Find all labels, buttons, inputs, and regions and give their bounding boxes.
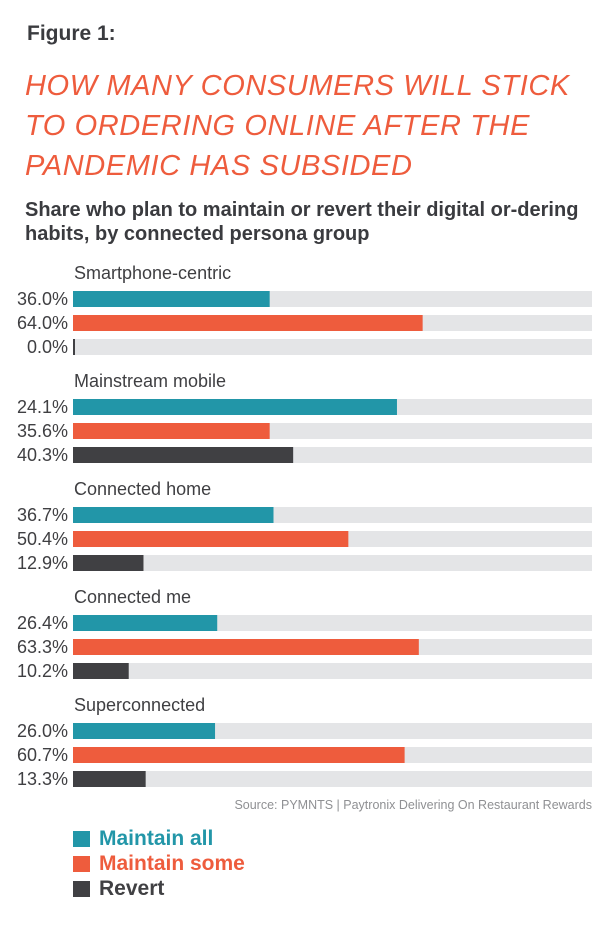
bar-maintain-some [73,747,405,763]
data-label: 35.6% [17,421,68,441]
legend-swatch-maintain-all [73,830,90,847]
data-label: 26.0% [17,721,68,741]
data-label: 60.7% [17,745,68,765]
legend-item-maintain-all: Maintain all [73,826,245,851]
bar-maintain-all [73,507,274,523]
bar-maintain-some [73,639,419,655]
category-label: Connected home [74,479,211,499]
data-label: 26.4% [17,613,68,633]
figure-label: Figure 1: [27,22,116,45]
category-label: Smartphone-centric [74,263,231,283]
bar-revert [73,555,144,571]
category-label: Connected me [74,587,191,607]
bar-track [73,555,592,571]
group-connected-home: Connected home 36.7% 50.4% 12.9% [17,479,592,573]
legend-item-revert: Revert [73,876,245,901]
bar-maintain-all [73,399,397,415]
data-label: 50.4% [17,529,68,549]
legend-label: Maintain some [99,851,245,875]
legend-label: Maintain all [99,826,214,850]
bar-revert [73,447,294,463]
bar-track [73,771,592,787]
data-label: 36.7% [17,505,68,525]
source-note: Source: PYMNTS | Paytronix Delivering On… [234,798,592,812]
data-label: 64.0% [17,313,68,333]
chart-subtitle: Share who plan to maintain or revert the… [25,199,579,245]
bar-chart: Smartphone-centric 36.0% 64.0% 0.0% Mainstre… [17,263,592,789]
bar-maintain-some [73,531,349,547]
data-label: 10.2% [17,661,68,681]
bar-track [73,339,592,355]
legend-swatch-maintain-some [73,855,90,872]
bar-revert [73,663,129,679]
data-label: 24.1% [17,397,68,417]
data-label: 63.3% [17,637,68,657]
data-label: 40.3% [17,445,68,465]
bar-maintain-some [73,315,423,331]
chart-title: HOW MANY CONSUMERS WILL STICK TO ORDERIN… [25,70,570,182]
data-label: 36.0% [17,289,68,309]
bar-maintain-all [73,291,270,307]
data-label: 12.9% [17,553,68,573]
group-superconnected: Superconnected 26.0% 60.7% 13.3% [17,695,592,789]
legend: Maintain all Maintain some Revert [73,826,245,901]
category-label: Mainstream mobile [74,371,226,391]
legend-item-maintain-some: Maintain some [73,851,245,876]
bar-maintain-all [73,723,216,739]
bar-revert [73,339,75,355]
bar-revert [73,771,146,787]
group-smartphone-centric: Smartphone-centric 36.0% 64.0% 0.0% [17,263,592,357]
group-connected-me: Connected me 26.4% 63.3% 10.2% [17,587,592,681]
legend-swatch-revert [73,880,90,897]
data-label: 0.0% [27,337,68,357]
group-mainstream-mobile: Mainstream mobile 24.1% 35.6% 40.3% [17,371,592,465]
legend-label: Revert [99,876,165,900]
category-label: Superconnected [74,695,205,715]
data-label: 13.3% [17,769,68,789]
bar-track [73,663,592,679]
bar-maintain-some [73,423,270,439]
bar-maintain-all [73,615,218,631]
